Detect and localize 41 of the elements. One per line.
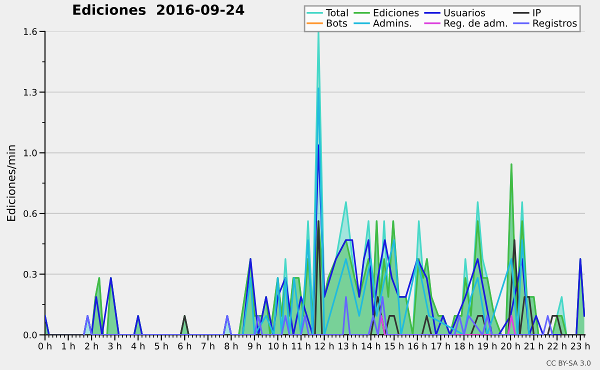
y-tick-label: 0.6 <box>24 210 37 218</box>
x-tick-label: 13 h <box>338 342 357 350</box>
x-tick-label: 2 h <box>85 342 98 350</box>
x-tick-label: 19 h <box>478 342 497 350</box>
x-tick-label: 6 h <box>178 342 192 350</box>
x-tick-label: 1 h <box>62 342 75 350</box>
legend-label: Registros <box>533 19 577 29</box>
legend-label: Bots <box>326 20 347 27</box>
x-tick-label: 4 h <box>131 342 145 350</box>
x-tick-label: 22 h <box>548 342 566 350</box>
y-tick-label: 1.3 <box>24 88 37 96</box>
chart-title: Ediciones 2016-09-24 <box>73 4 244 15</box>
y-tick-label: 0.3 <box>24 270 37 278</box>
y-tick-label: 1.0 <box>24 150 37 156</box>
x-tick-label: 12 h <box>315 342 334 350</box>
x-tick-label: 11 h <box>292 342 310 350</box>
y-tick-label: 0.0 <box>24 332 37 338</box>
x-tick-label: 20 h <box>501 342 520 350</box>
x-tick-label: 9 h <box>248 342 261 350</box>
legend-label: Total <box>326 8 348 16</box>
x-tick-label: 21 h <box>524 342 544 350</box>
legend-label: Usuarios <box>444 8 486 16</box>
y-axis-title: Ediciones/min <box>6 145 16 221</box>
x-tick-label: 23 h <box>570 342 590 350</box>
legend-label: IP <box>533 9 541 16</box>
line-series <box>242 88 530 335</box>
x-tick-label: 15 h <box>385 342 404 350</box>
x-tick-label: 18 h <box>454 342 474 350</box>
x-tick-label: 8 h <box>224 342 238 350</box>
x-tick-label: 14 h <box>362 342 380 350</box>
x-tick-label: 17 h <box>432 342 450 350</box>
x-tick-label: 3 h <box>108 342 122 350</box>
x-tick-label: 0 h <box>38 342 52 350</box>
x-tick-label: 7 h <box>202 342 214 350</box>
legend-label: Admins. <box>373 19 412 27</box>
legend-label: Ediciones <box>374 8 419 16</box>
y-tick-label: 1.6 <box>24 28 37 36</box>
x-tick-label: 10 h <box>268 342 288 350</box>
x-tick-label: 16 h <box>408 342 427 350</box>
legend-label: Reg. de adm. <box>444 19 508 29</box>
x-tick-label: 5 h <box>154 342 168 350</box>
